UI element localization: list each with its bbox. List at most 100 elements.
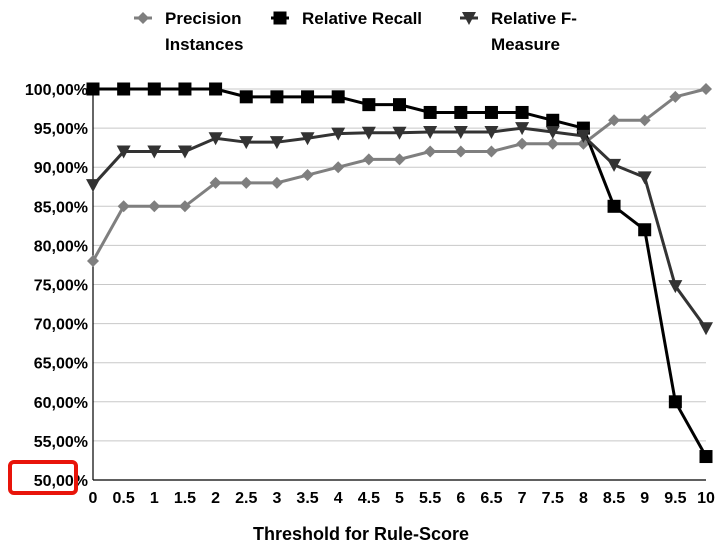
data-point (147, 145, 162, 159)
data-point (177, 145, 192, 159)
data-point (117, 82, 131, 96)
data-point (331, 127, 346, 141)
data-point (454, 145, 467, 158)
grid-lines (93, 88, 706, 442)
x-tick-label: 8.5 (603, 490, 625, 507)
data-point (637, 171, 652, 185)
data-point (516, 137, 529, 150)
data-point (515, 105, 529, 119)
y-tick-label: 80,00% (34, 238, 88, 255)
data-point (668, 395, 682, 409)
highlight-box (8, 460, 78, 495)
series-0 (87, 83, 712, 268)
x-tick-label: 1 (150, 490, 159, 507)
series-lines (86, 82, 713, 464)
x-tick-label: 5.5 (419, 490, 441, 507)
data-point (392, 126, 407, 140)
data-point (669, 90, 682, 103)
data-point (240, 176, 253, 189)
data-point (332, 161, 345, 174)
x-tick-label: 4 (334, 490, 343, 507)
legend-marker (273, 11, 287, 25)
x-axis-title: Threshold for Rule-Score (253, 524, 469, 544)
x-tick-label: 2.5 (235, 490, 257, 507)
data-point (361, 126, 376, 140)
data-point (300, 132, 315, 146)
data-point (699, 450, 713, 464)
x-tick-label: 9.5 (664, 490, 686, 507)
data-point (362, 98, 376, 112)
data-point (546, 137, 559, 150)
legend: Precision Instances Relative Recall Relativ… (134, 9, 577, 54)
legend-label: Relative F- (491, 9, 577, 28)
x-tick-label: 7.5 (542, 490, 564, 507)
y-tick-label: 50,00% (34, 473, 88, 490)
legend-label: Precision (165, 9, 242, 28)
data-point (269, 136, 284, 150)
y-tick-label: 55,00% (34, 434, 88, 451)
data-point (87, 255, 99, 268)
data-point (608, 114, 621, 127)
data-point (148, 200, 161, 213)
x-tick-label: 7 (518, 490, 527, 507)
y-tick-label: 90,00% (34, 160, 88, 177)
y-tick-label: 85,00% (34, 199, 88, 216)
data-point (301, 90, 315, 104)
data-point (638, 223, 652, 237)
legend-label: Measure (491, 35, 560, 54)
data-point (178, 82, 192, 96)
data-point (546, 113, 560, 127)
data-point (209, 176, 222, 189)
x-tick-label: 6 (456, 490, 465, 507)
y-tick-label: 100,00% (25, 82, 88, 99)
x-tick-label: 8 (579, 490, 588, 507)
data-point (484, 126, 499, 140)
x-tick-label: 9 (640, 490, 649, 507)
data-point (209, 82, 223, 96)
data-point (668, 280, 683, 294)
x-tick-labels: 0 0.5 1 1.5 2 2.5 3 3.5 4 4.5 5 5.5 6 6.5 7 7.5 8 8.5 9 9.5… (89, 490, 715, 507)
data-point (393, 98, 406, 112)
data-point (485, 145, 498, 158)
data-point (699, 322, 713, 336)
axes (92, 89, 706, 481)
data-point (423, 126, 438, 140)
x-tick-label: 0.5 (113, 490, 135, 507)
y-tick-labels: 50,00% 55,00% 60,00% 65,00% 70,00% 75,00% 80,0… (25, 82, 88, 490)
legend-item: Relative F- Measure (460, 9, 577, 54)
data-point (147, 82, 161, 96)
x-tick-label: 5 (395, 490, 404, 507)
legend-label: Relative Recall (302, 9, 422, 28)
x-tick-label: 2 (211, 490, 220, 507)
data-point (393, 153, 406, 166)
series-2 (86, 122, 713, 336)
data-point (362, 153, 375, 166)
x-tick-label: 0 (89, 490, 98, 507)
y-tick-label: 60,00% (34, 395, 88, 412)
x-tick-label: 6.5 (480, 490, 502, 507)
data-point (484, 105, 498, 119)
y-tick-label: 70,00% (34, 317, 88, 334)
legend-item: Precision Instances (134, 9, 243, 54)
data-point (424, 145, 437, 158)
data-point (700, 83, 712, 95)
data-point (301, 169, 314, 182)
data-point (454, 105, 468, 119)
data-point (607, 158, 622, 172)
data-point (239, 90, 253, 104)
data-point (178, 200, 191, 213)
data-point (116, 145, 131, 159)
data-point (423, 105, 437, 119)
data-point (270, 90, 284, 104)
data-point (607, 199, 621, 213)
x-tick-label: 1.5 (174, 490, 196, 507)
y-tick-label: 65,00% (34, 356, 88, 373)
data-point (86, 179, 100, 193)
y-tick-label: 75,00% (34, 278, 88, 295)
legend-label: Instances (165, 35, 243, 54)
legend-marker (462, 12, 476, 25)
data-point (515, 122, 530, 136)
data-point (270, 176, 283, 189)
data-point (331, 90, 345, 104)
data-point (208, 132, 223, 146)
